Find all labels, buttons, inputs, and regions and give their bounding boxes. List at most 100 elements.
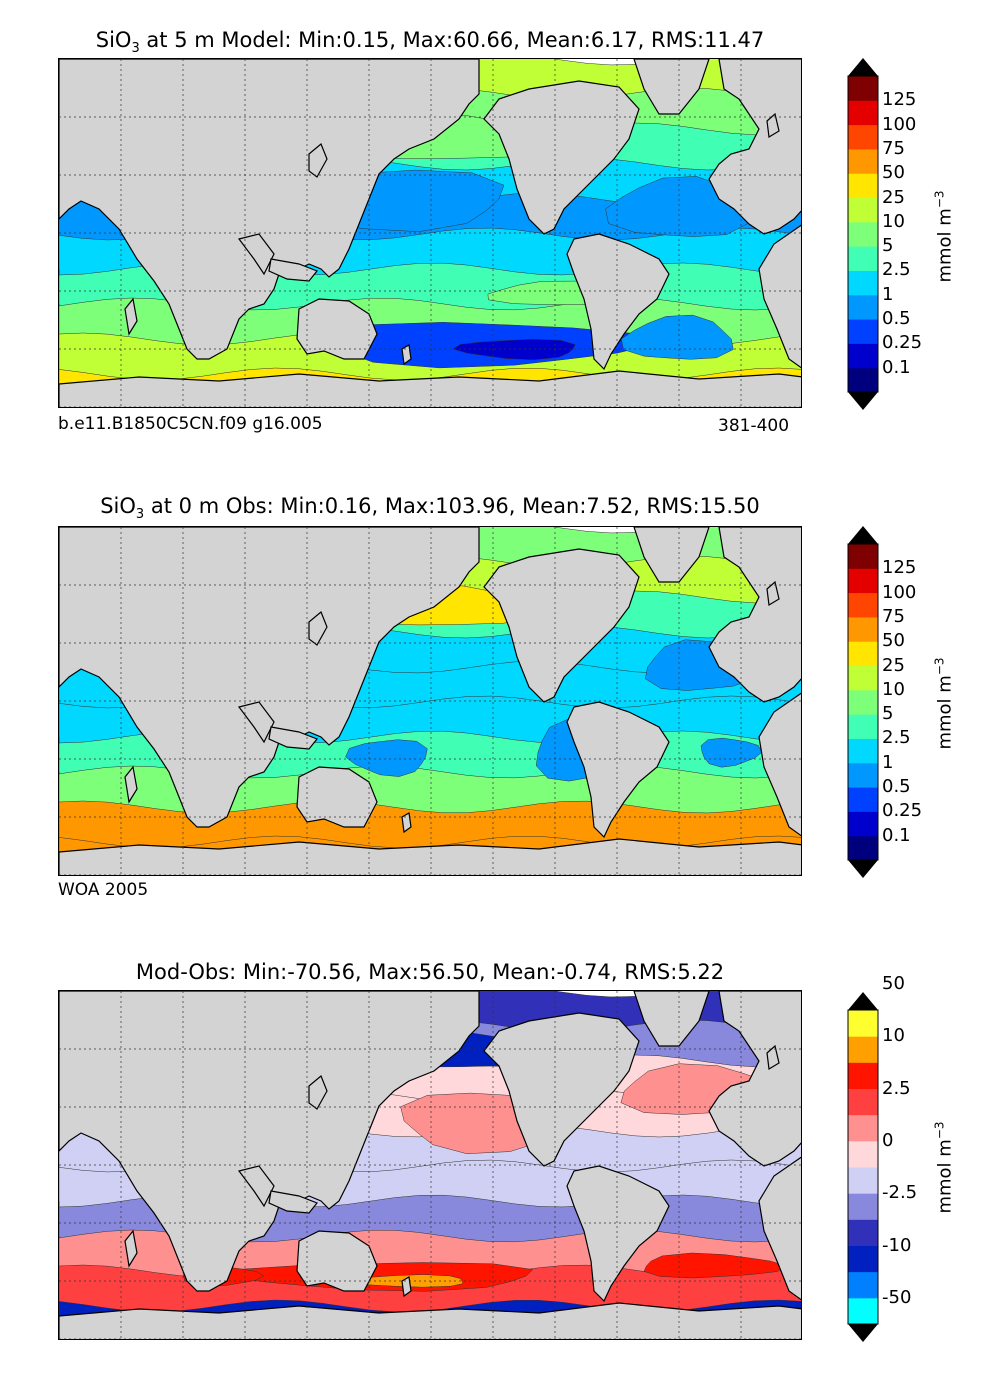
colorbar-tick-label: 0.5 (882, 776, 911, 798)
colorbar-tick-label: -50 (882, 1286, 912, 1308)
colorbar-extend-max (848, 526, 878, 544)
colorbar-swatch (848, 1114, 878, 1142)
colorbar-swatch (848, 173, 878, 199)
land-mass (237, 1165, 275, 1208)
colorbar-extend-min (848, 392, 878, 410)
land-mass (401, 344, 412, 366)
colorbar-swatch (848, 689, 878, 715)
colorbar-tick-label: 0.1 (882, 824, 911, 846)
colorbar-swatch (848, 714, 878, 739)
colorbar-tick-label: 75 (882, 137, 905, 159)
colorbar-tick-label: -2.5 (882, 1182, 918, 1204)
colorbar-tick-label: 0.25 (882, 332, 923, 354)
land-mass (59, 1302, 801, 1339)
land-mass (124, 765, 138, 804)
land-mass (483, 80, 640, 235)
colorbar-swatch (848, 1140, 878, 1168)
colorbar-swatch (848, 1271, 878, 1299)
model-panel: SiO3 at 5 m Model: Min:0.15, Max:60.66, … (0, 0, 992, 460)
colorbar-swatch (848, 1193, 878, 1220)
colorbar-tick-label: 2.5 (882, 1077, 911, 1099)
land-mass (766, 580, 780, 606)
diff-map (58, 990, 802, 1340)
land-mass (766, 1044, 780, 1070)
colorbar-tick-label: 2.5 (882, 259, 911, 281)
colorbar-swatch (848, 343, 878, 369)
colorbar-swatch (848, 1245, 878, 1273)
colorbar-swatch (848, 1297, 878, 1325)
colorbar-tick-label: 50 (882, 630, 905, 652)
colorbar-swatch (848, 1036, 878, 1063)
obs-colorbar (847, 526, 879, 878)
colorbar-tick-label: 25 (882, 186, 905, 208)
colorbar-tick-label: 10 (882, 1025, 905, 1047)
colorbar-swatch (848, 221, 878, 247)
colorbar-swatch (848, 197, 878, 223)
colorbar-swatch (848, 1062, 878, 1089)
colorbar-swatch (848, 100, 878, 126)
land-mass (124, 297, 138, 336)
land-mass (708, 991, 801, 1167)
colorbar-swatch (848, 148, 878, 174)
colorbar-extend-min (848, 860, 878, 878)
land-mass (483, 548, 640, 703)
colorbar-extend-min (848, 1324, 878, 1342)
colorbar-swatch (848, 568, 878, 594)
colorbar-tick-label: 125 (882, 557, 917, 579)
land-mass (268, 1190, 318, 1214)
colorbar-swatch (848, 762, 878, 788)
land-mass (483, 1012, 640, 1167)
colorbar-swatch (848, 641, 878, 667)
land-mass (401, 812, 412, 834)
colorbar-swatch (848, 665, 878, 691)
colorbar-tick-label: 10 (882, 210, 905, 232)
colorbar-tick-label: -10 (882, 1234, 912, 1256)
model-map (58, 58, 802, 408)
land-mass (268, 258, 318, 282)
obs-source-label: WOA 2005 (58, 880, 149, 900)
land-mass (766, 112, 780, 138)
land-mass (124, 1229, 138, 1268)
colorbar-swatch (848, 592, 878, 618)
colorbar-swatch (848, 294, 878, 320)
colorbar-tick-label: 50 (882, 972, 905, 994)
obs-panel-title: SiO3 at 0 m Obs: Min:0.16, Max:103.96, M… (100, 494, 760, 523)
model-colorbar (847, 58, 879, 410)
diff-panel-title: Mod-Obs: Min:-70.56, Max:56.50, Mean:-0.… (135, 960, 725, 984)
colorbar-swatch (848, 811, 878, 837)
land-mass (59, 838, 801, 875)
obs-map (58, 526, 802, 876)
colorbar-extend-max (848, 58, 878, 76)
land-mass (758, 692, 801, 837)
colorbar-swatch (848, 1088, 878, 1116)
model-panel-title: SiO3 at 5 m Model: Min:0.15, Max:60.66, … (95, 28, 765, 57)
land-mass (308, 143, 328, 178)
land-mass (59, 370, 801, 407)
land-mass (708, 59, 801, 235)
colorbar-swatch (848, 1010, 878, 1037)
colorbar-tick-label: 100 (882, 113, 917, 135)
colorbar-swatch (848, 616, 878, 642)
model-case-label: b.e11.B1850C5CN.f09 g16.005 (58, 414, 323, 434)
colorbar-swatch (848, 738, 878, 764)
colorbar-swatch (848, 319, 878, 344)
colorbar-tick-label: 25 (882, 654, 905, 676)
land-mass (308, 611, 328, 646)
colorbar-swatch (848, 1219, 878, 1246)
colorbar-tick-label: 50 (882, 162, 905, 184)
land-mass (296, 298, 378, 360)
colorbar-extend-max (848, 992, 878, 1010)
land-mass (401, 1276, 412, 1298)
land-mass (237, 233, 275, 276)
land-mass (237, 701, 275, 744)
colorbar-tick-label: 2.5 (882, 727, 911, 749)
colorbar-swatch (848, 367, 878, 393)
land-mass (296, 1230, 378, 1292)
colorbar-swatch (848, 787, 878, 812)
land-mass (296, 766, 378, 828)
land-mass (758, 1156, 801, 1301)
colorbar-swatch (848, 246, 878, 271)
land-mass (566, 233, 670, 371)
colorbar-swatch (848, 544, 878, 569)
colorbar-tick-label: 0 (882, 1129, 894, 1151)
